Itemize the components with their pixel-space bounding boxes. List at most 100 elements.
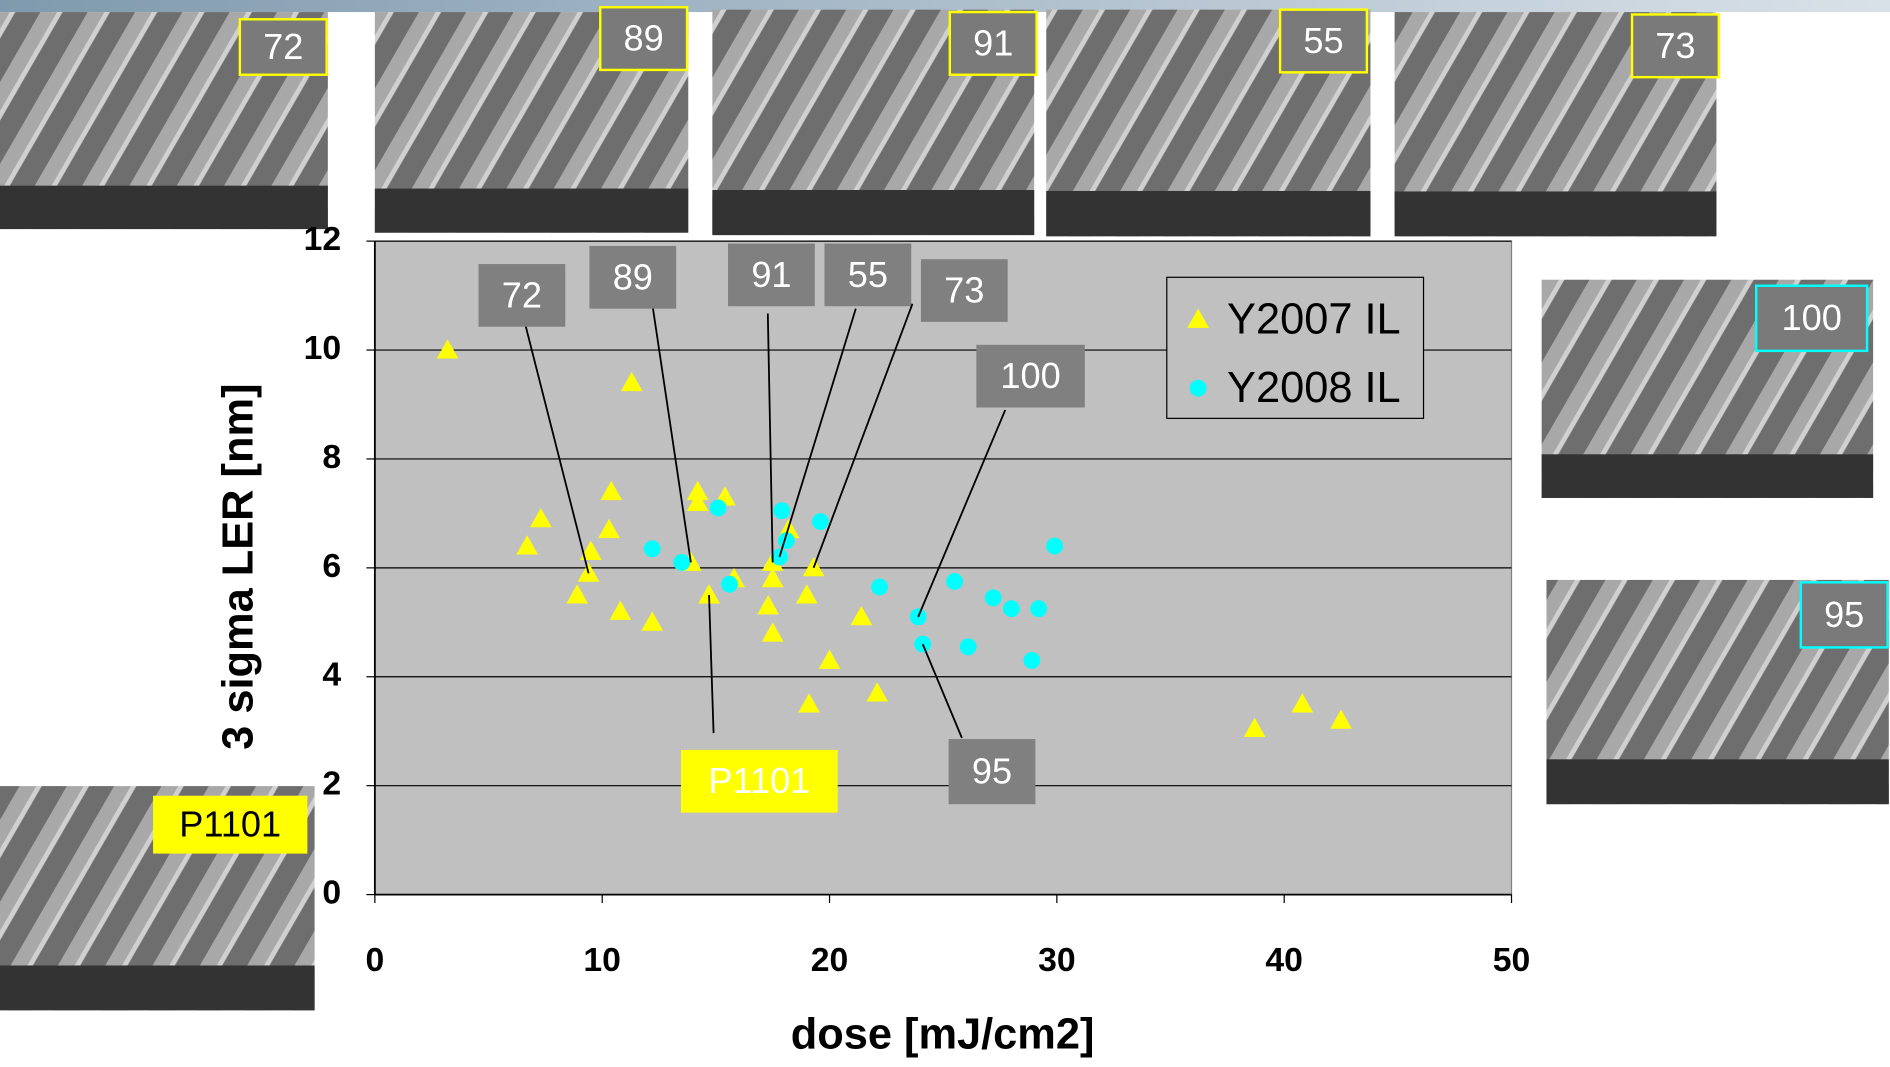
callout-box [681, 749, 838, 813]
callout-box [478, 264, 566, 327]
top-band [0, 0, 1890, 13]
callout-box [589, 245, 677, 309]
x-tick-label: 10 [583, 941, 621, 979]
point [818, 649, 841, 669]
sem-image-base [1394, 191, 1717, 237]
point [686, 491, 709, 511]
image-label: 72 [263, 26, 303, 67]
y-tick-label: 12 [304, 220, 342, 258]
point [436, 339, 459, 359]
leader-line [766, 313, 774, 563]
point [686, 480, 709, 501]
point [811, 513, 829, 531]
point [773, 502, 791, 520]
leader-line [921, 643, 963, 739]
legend-marker [1187, 308, 1209, 328]
point [946, 573, 963, 590]
y-tick-label: 2 [322, 765, 341, 803]
callout-box [728, 243, 815, 307]
point [761, 567, 784, 588]
y-tick-label: 0 [322, 874, 341, 912]
image-label: 91 [973, 22, 1013, 63]
point [620, 371, 643, 392]
point [959, 638, 977, 656]
image-label-box [153, 795, 308, 854]
legend-box [1166, 276, 1425, 419]
callout-label: 95 [972, 751, 1012, 792]
x-tick-label: 50 [1493, 941, 1531, 979]
point [709, 499, 727, 517]
legend-label: Y2007 IL [1227, 295, 1401, 343]
x-axis-title: dose [mJ/cm2] [791, 1010, 1095, 1058]
point [1291, 693, 1314, 713]
callout-box [824, 243, 912, 307]
leader-line [708, 595, 715, 734]
x-tick-label: 0 [365, 941, 384, 979]
point [1023, 651, 1041, 669]
point [1243, 717, 1266, 737]
image-label: P1101 [179, 804, 281, 845]
y-tick-label: 4 [322, 656, 341, 694]
image-label-box [1799, 581, 1889, 649]
sem-image-base [0, 185, 328, 230]
y-axis-title: 3 sigma LER [nm] [215, 383, 263, 749]
plot: 0 2 4 6 8 10 12 0 10 20 30 40 50 72 89 91 55 73 100 95 P1101… [304, 220, 1531, 979]
callout-label: 73 [944, 270, 984, 311]
callout-label: 91 [751, 254, 791, 295]
image-label-box [1754, 284, 1869, 353]
image-label: 100 [1781, 297, 1841, 338]
x-tick-label: 40 [1265, 941, 1303, 979]
point [643, 540, 661, 558]
point [673, 553, 691, 571]
leader-line [917, 409, 1007, 618]
sem-image-base [374, 188, 689, 233]
legend-marker [1189, 379, 1207, 397]
callout-box [976, 344, 1085, 408]
callout-label: 72 [502, 274, 542, 315]
y-tick-label: 8 [322, 438, 341, 476]
point [566, 584, 589, 604]
point [1330, 709, 1352, 729]
point [777, 532, 795, 550]
callout-label: 100 [1000, 355, 1060, 396]
point [529, 508, 552, 528]
leader-line [524, 325, 590, 574]
image-label-box [599, 6, 689, 72]
point [598, 518, 620, 539]
image-label: 73 [1655, 25, 1695, 66]
point [609, 600, 632, 620]
point [698, 584, 720, 604]
point [1002, 600, 1020, 618]
point [1030, 600, 1048, 618]
point [600, 480, 623, 501]
callout-label: 89 [613, 256, 653, 297]
image-label: 95 [1824, 594, 1864, 635]
point [641, 611, 664, 631]
point [909, 608, 927, 626]
sem-image-base [1546, 759, 1889, 805]
point [1046, 537, 1064, 555]
image-label: 55 [1303, 20, 1343, 61]
point [516, 535, 539, 555]
sem-image-base [0, 965, 315, 1011]
leader-line [651, 302, 692, 563]
x-tick-label: 20 [811, 941, 849, 979]
point [866, 682, 889, 702]
sem-image-base [712, 190, 1035, 236]
image-label-box [948, 10, 1038, 76]
callout-label: P1101 [708, 760, 810, 801]
point [757, 595, 779, 615]
point [761, 622, 784, 642]
y-tick-label: 6 [322, 547, 341, 585]
image-label: 89 [624, 18, 664, 59]
image-label-box [1278, 8, 1369, 74]
leader-line [778, 308, 857, 558]
point [798, 693, 820, 713]
y-tick-label: 10 [304, 329, 342, 367]
legend-label: Y2008 IL [1227, 364, 1401, 412]
image-label-box [238, 18, 328, 76]
point [579, 540, 602, 560]
